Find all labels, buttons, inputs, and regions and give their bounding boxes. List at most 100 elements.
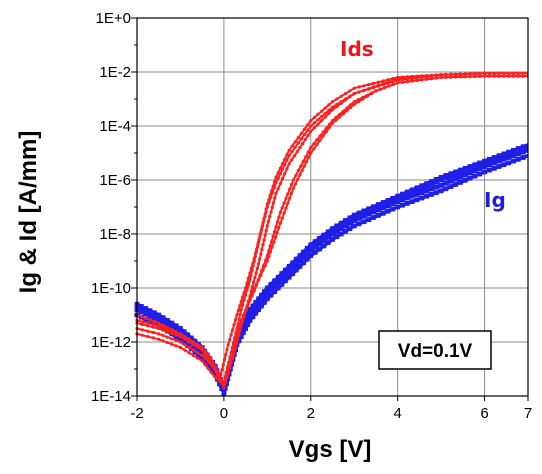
ids-data-point xyxy=(296,169,300,173)
ids-data-point xyxy=(327,125,331,130)
ids-data-point xyxy=(276,176,280,180)
ig-data-point xyxy=(409,199,415,204)
ids-data-point xyxy=(400,77,405,82)
ids-data-point xyxy=(146,321,150,325)
ids-data-point xyxy=(144,316,148,320)
ig-data-point xyxy=(304,248,310,254)
ids-data-point xyxy=(339,94,343,98)
ig-data-point xyxy=(501,154,507,159)
ids-data-point xyxy=(232,323,236,327)
ig-data-point xyxy=(351,212,357,218)
ids-data-point xyxy=(196,345,200,349)
ids-data-point xyxy=(170,329,174,333)
ig-data-point xyxy=(385,208,391,214)
ids-data-point xyxy=(203,363,207,367)
ids-data-point xyxy=(207,367,211,371)
ids-data-point xyxy=(483,71,487,75)
ig-data-point xyxy=(334,226,340,231)
ids-data-point xyxy=(507,71,511,75)
ig-data-point xyxy=(321,238,327,243)
ids-data-point xyxy=(330,105,335,109)
ig-data-point xyxy=(279,271,285,276)
ids-data-point xyxy=(327,111,331,115)
ids-series-label: Ids xyxy=(340,37,374,61)
ids-data-point xyxy=(261,268,265,272)
ids-data-point xyxy=(252,287,256,291)
ig-data-point xyxy=(178,328,183,334)
ig-data-point xyxy=(203,359,208,365)
ig-data-point xyxy=(491,157,497,163)
ig-data-point xyxy=(433,190,439,195)
ids-data-point xyxy=(444,75,448,79)
ig-data-point xyxy=(275,285,281,291)
ids-data-point xyxy=(309,146,313,150)
ig-data-point xyxy=(160,318,166,323)
ig-data-point xyxy=(356,216,362,221)
ig-data-point xyxy=(347,215,353,221)
ids-data-point xyxy=(327,108,331,112)
ig-data-point xyxy=(414,197,420,203)
ig-data-point xyxy=(181,332,187,337)
ids-data-point xyxy=(273,230,277,234)
ids-data-point xyxy=(318,138,322,142)
ids-data-point xyxy=(511,71,516,75)
ids-data-point xyxy=(352,102,356,106)
ids-data-point xyxy=(257,238,261,242)
ids-data-point xyxy=(235,313,239,317)
ig-data-point xyxy=(253,302,259,308)
ig-data-point xyxy=(511,150,516,156)
ids-data-point xyxy=(151,325,155,329)
ig-data-point xyxy=(181,329,187,335)
ids-data-point xyxy=(259,252,263,256)
ids-data-point xyxy=(157,324,161,328)
ig-data-point xyxy=(448,178,454,184)
ids-data-point xyxy=(321,134,325,138)
ids-data-point xyxy=(276,187,280,191)
ig-data-point xyxy=(286,264,292,269)
ids-data-point xyxy=(521,71,525,75)
ids-data-point xyxy=(286,192,290,196)
ig-data-point xyxy=(467,170,473,176)
ids-data-point xyxy=(335,102,339,106)
ids-data-point xyxy=(312,142,316,146)
ig-data-point xyxy=(325,232,331,237)
ig-data-point xyxy=(429,186,434,192)
ids-data-point xyxy=(261,224,265,228)
ids-data-point xyxy=(478,74,482,78)
ig-data-point xyxy=(152,315,157,321)
ids-data-point xyxy=(296,141,300,145)
ids-data-point xyxy=(376,80,380,84)
ids-data-point xyxy=(254,283,259,287)
ids-data-point xyxy=(275,231,279,235)
ids-data-point xyxy=(178,335,182,339)
ig-data-point xyxy=(395,193,401,199)
ig-data-point xyxy=(501,156,507,162)
ids-data-point xyxy=(289,191,294,195)
ids-data-point xyxy=(396,81,400,85)
ig-data-point xyxy=(371,209,376,215)
ig-data-point xyxy=(443,175,449,181)
ig-data-point xyxy=(419,190,425,195)
ig-data-point xyxy=(371,204,376,210)
ids-data-point xyxy=(211,360,215,365)
ig-data-point xyxy=(361,208,367,214)
ig-data-point xyxy=(247,318,253,323)
ig-data-point xyxy=(256,299,261,304)
ids-data-point xyxy=(161,333,165,338)
ids-data-point xyxy=(400,80,405,84)
x-tick-label: 4 xyxy=(393,405,401,422)
ids-data-point xyxy=(497,71,501,75)
ids-data-point xyxy=(165,340,169,345)
ids-data-point xyxy=(283,172,287,176)
ids-data-point xyxy=(219,373,223,377)
ids-data-point xyxy=(273,196,277,200)
ids-data-point xyxy=(254,271,258,275)
ig-data-point xyxy=(515,148,521,154)
ig-data-point xyxy=(506,155,512,160)
ids-data-point xyxy=(324,130,328,134)
ids-data-point xyxy=(349,105,353,110)
ids-data-point xyxy=(157,337,161,341)
ids-data-point xyxy=(300,168,304,173)
ig-data-point xyxy=(467,164,473,169)
ig-data-point xyxy=(199,355,205,361)
